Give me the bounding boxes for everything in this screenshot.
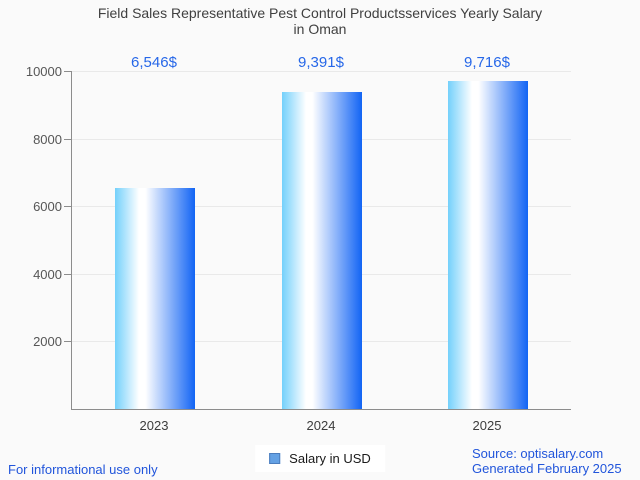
legend[interactable]: Salary in USD: [255, 445, 385, 472]
ytick-mark-6000: [64, 206, 71, 207]
ytick-label-2000: 2000: [33, 334, 62, 349]
value-label-2025: 9,716$: [464, 54, 510, 71]
ytick-label-10000: 10000: [25, 64, 62, 79]
xaxis-label-2025: 2025: [472, 418, 502, 433]
ytick-label-6000: 6000: [33, 199, 62, 214]
legend-square-icon: [269, 453, 281, 464]
ytick-mark-8000: [64, 139, 71, 140]
xaxis-label-2023: 2023: [139, 418, 169, 433]
ytick-label-8000: 8000: [33, 132, 62, 147]
bar-2024: [282, 92, 362, 409]
generated-date: Generated February 2025: [472, 461, 622, 476]
plot-area: 2000 4000 6000 8000 10000: [26, 64, 571, 410]
disclaimer-link[interactable]: For informational use only: [8, 462, 158, 477]
source-link[interactable]: Source: optisalary.com: [472, 446, 604, 461]
legend-label: Salary in USD: [289, 451, 371, 466]
chart-title-line1: Field Sales Representative Pest Control …: [97, 5, 543, 21]
gridline-10000: [72, 71, 571, 72]
chart-title: Field Sales Representative Pest Control …: [0, 5, 640, 37]
ytick-mark-10000: [64, 71, 71, 72]
xaxis-label-2024: 2024: [306, 418, 336, 433]
bar-2023: [115, 188, 195, 409]
ytick-mark-4000: [64, 274, 71, 275]
value-label-2023: 6,546$: [131, 54, 177, 71]
bar-2025: [448, 81, 528, 409]
chart-title-line2: in Oman: [293, 21, 347, 37]
ytick-mark-2000: [64, 341, 71, 342]
ytick-label-4000: 4000: [33, 267, 62, 282]
source-block: Source: optisalary.com Generated Februar…: [472, 446, 622, 476]
value-label-2024: 9,391$: [298, 54, 344, 71]
